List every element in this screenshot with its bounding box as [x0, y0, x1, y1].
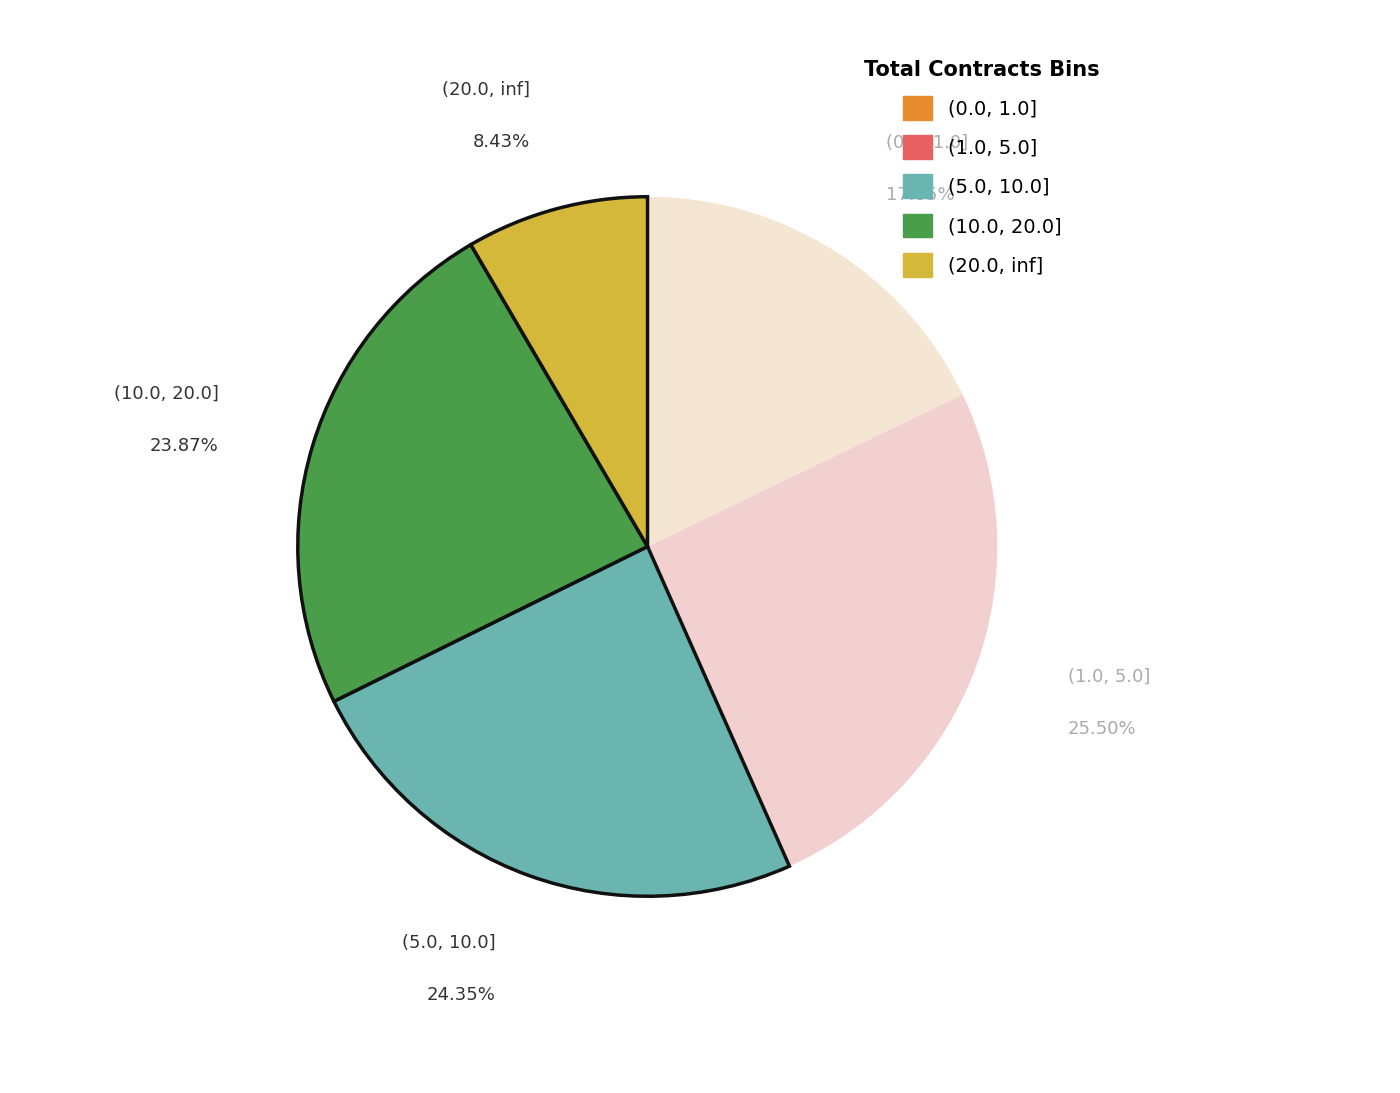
Text: 24.35%: 24.35%	[427, 987, 496, 1004]
Text: (0.0, 1.0]: (0.0, 1.0]	[886, 133, 967, 152]
Wedge shape	[470, 197, 648, 546]
Text: (10.0, 20.0]: (10.0, 20.0]	[113, 385, 218, 402]
Legend: (0.0, 1.0], (1.0, 5.0], (5.0, 10.0], (10.0, 20.0], (20.0, inf]: (0.0, 1.0], (1.0, 5.0], (5.0, 10.0], (10…	[857, 52, 1107, 284]
Wedge shape	[648, 395, 997, 866]
Wedge shape	[648, 197, 963, 546]
Wedge shape	[298, 245, 648, 702]
Text: (5.0, 10.0]: (5.0, 10.0]	[402, 935, 496, 952]
Text: (1.0, 5.0]: (1.0, 5.0]	[1068, 668, 1151, 685]
Text: 17.85%: 17.85%	[886, 186, 955, 204]
Text: 8.43%: 8.43%	[473, 133, 531, 152]
Text: 25.50%: 25.50%	[1068, 720, 1137, 738]
Text: (20.0, inf]: (20.0, inf]	[442, 81, 531, 99]
Text: 23.87%: 23.87%	[150, 437, 218, 455]
Wedge shape	[335, 546, 790, 896]
